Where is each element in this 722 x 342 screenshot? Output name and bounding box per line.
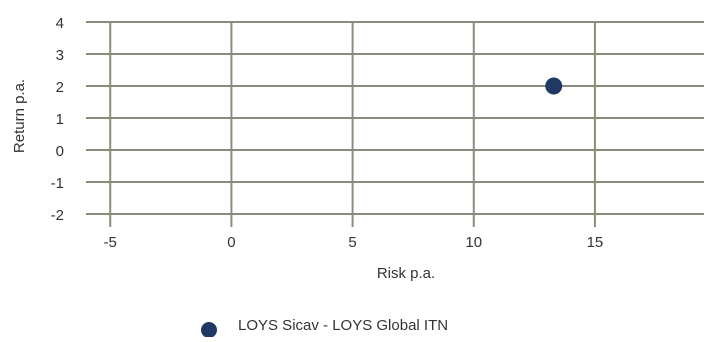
y-tick-label: 4 <box>56 15 64 32</box>
x-tick-label: 0 <box>227 234 235 251</box>
y-tick-label: -2 <box>51 207 64 224</box>
data-point <box>545 77 563 95</box>
x-tick-label: 5 <box>348 234 356 251</box>
y-tick-label: 2 <box>56 79 64 96</box>
legend: LOYS Sicav - LOYS Global ITN <box>201 317 448 338</box>
legend-marker <box>201 322 217 338</box>
y-tick-label: 0 <box>56 143 64 160</box>
x-tick-label: -5 <box>104 234 117 251</box>
x-axis-label: Risk p.a. <box>377 265 435 282</box>
x-tick-label: 15 <box>587 234 604 251</box>
y-tick-label: 1 <box>56 111 64 128</box>
data-points <box>545 77 563 95</box>
grid-layer <box>86 21 704 227</box>
x-tick-label: 10 <box>465 234 482 251</box>
y-tick-label: 3 <box>56 47 64 64</box>
y-axis-label: Return p.a. <box>11 79 28 153</box>
legend-label: LOYS Sicav - LOYS Global ITN <box>238 317 448 334</box>
y-tick-label: -1 <box>51 175 64 192</box>
